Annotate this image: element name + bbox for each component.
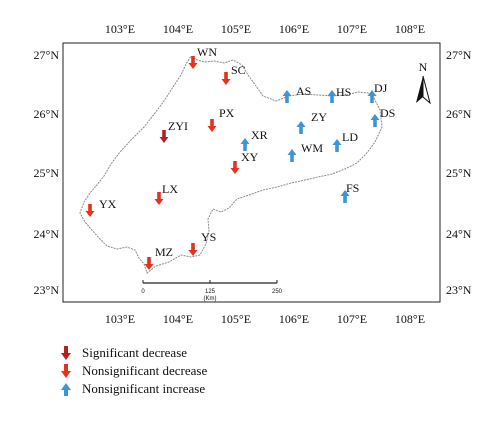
- legend-label-nonsignificant-decrease: Nonsignificant decrease: [82, 363, 208, 378]
- lat-label-right-24: 24°N: [446, 227, 472, 241]
- station-label-wm: WM: [301, 141, 323, 155]
- station-label-hs: HS: [336, 85, 351, 99]
- lon-label-top-103: 103°E: [105, 22, 135, 36]
- lon-label-bottom-104: 104°E: [163, 312, 193, 326]
- station-mz: MZ: [144, 245, 173, 270]
- station-label-lx: LX: [162, 182, 178, 196]
- lat-label-right-25: 25°N: [446, 166, 472, 180]
- station-px: PX: [207, 106, 235, 132]
- station-label-mz: MZ: [155, 245, 173, 259]
- up-arrow-icon: [332, 139, 342, 152]
- down-arrow-icon: [85, 204, 95, 217]
- station-label-zyi: ZYI: [168, 119, 188, 133]
- station-wm: WM: [287, 141, 323, 162]
- station-label-sc: SC: [231, 63, 246, 77]
- lat-label-left-23: 23°N: [34, 283, 60, 297]
- scale-unit: (Km): [204, 296, 217, 302]
- north-arrow-icon: N: [416, 60, 431, 105]
- station-fs: FS: [340, 181, 359, 203]
- down-arrow-icon: [154, 192, 164, 205]
- up-arrow-icon: [327, 90, 337, 103]
- map-frame: [62, 42, 441, 303]
- down-arrow-icon: [159, 130, 169, 143]
- down-arrow-icon: [230, 161, 240, 174]
- station-label-as: AS: [296, 84, 311, 98]
- lon-label-top-106: 106°E: [279, 22, 309, 36]
- down-arrow-icon: [188, 56, 198, 69]
- station-yx: YX: [85, 197, 117, 217]
- station-label-ds: DS: [380, 106, 395, 120]
- down-arrow-icon: [221, 72, 231, 85]
- lon-label-top-107: 107°E: [337, 22, 367, 36]
- lon-label-top-105: 105°E: [221, 22, 251, 36]
- down-arrow-icon: [188, 243, 198, 256]
- station-sc: SC: [221, 63, 246, 85]
- station-zyi: ZYI: [159, 119, 188, 143]
- up-arrow-icon: [296, 121, 306, 134]
- station-label-dj: DJ: [374, 81, 388, 95]
- station-label-yx: YX: [99, 197, 117, 211]
- down-arrow-icon: [144, 257, 154, 270]
- station-label-ld: LD: [342, 130, 358, 144]
- down-arrow-icon: [61, 346, 71, 360]
- lat-label-left-25: 25°N: [34, 166, 60, 180]
- scale-bar: 0 125 250 (Km): [141, 280, 283, 302]
- station-label-fs: FS: [346, 181, 359, 195]
- station-label-xr: XR: [251, 128, 268, 142]
- station-dj: DJ: [367, 81, 388, 103]
- station-zy: ZY: [296, 110, 327, 134]
- legend-label-significant-decrease: Significant decrease: [82, 345, 188, 360]
- lat-label-left-26: 26°N: [34, 107, 60, 121]
- lat-label-left-24: 24°N: [34, 227, 60, 241]
- scale-tick-250: 250: [272, 289, 283, 295]
- lon-label-bottom-107: 107°E: [337, 312, 367, 326]
- scale-tick-0: 0: [141, 289, 145, 295]
- lat-label-right-26: 26°N: [446, 107, 472, 121]
- station-label-zy: ZY: [311, 110, 327, 124]
- station-ys: YS: [188, 230, 216, 256]
- station-ds: DS: [370, 106, 395, 127]
- up-arrow-icon: [367, 90, 377, 103]
- up-arrow-icon: [340, 190, 350, 203]
- station-hs: HS: [327, 85, 351, 103]
- station-ld: LD: [332, 130, 358, 152]
- up-arrow-icon: [240, 138, 250, 151]
- up-arrow-icon: [370, 114, 380, 127]
- station-label-ys: YS: [201, 230, 216, 244]
- station-label-wn: WN: [197, 45, 217, 59]
- up-arrow-icon: [61, 383, 71, 396]
- station-label-px: PX: [219, 106, 235, 120]
- north-label: N: [419, 60, 428, 74]
- station-wn: WN: [188, 45, 217, 69]
- down-arrow-icon: [207, 119, 217, 132]
- lon-label-bottom-105: 105°E: [221, 312, 251, 326]
- lon-label-bottom-103: 103°E: [105, 312, 135, 326]
- up-arrow-icon: [287, 149, 297, 162]
- station-lx: LX: [154, 182, 178, 205]
- down-arrow-icon: [61, 364, 71, 378]
- lat-label-right-27: 27°N: [446, 48, 472, 62]
- station-as: AS: [282, 84, 311, 103]
- station-xy: XY: [230, 150, 259, 174]
- lon-label-top-104: 104°E: [163, 22, 193, 36]
- station-layer: WN SC AS HS DJ DS ZY PX ZYI XR XY WM LD LX FS YX YS MZ: [85, 45, 395, 270]
- up-arrow-icon: [282, 90, 292, 103]
- legend-label-nonsignificant-increase: Nonsignificant increase: [82, 381, 206, 396]
- station-label-xy: XY: [241, 150, 259, 164]
- lat-label-right-23: 23°N: [446, 283, 472, 297]
- scale-tick-125: 125: [205, 289, 216, 295]
- lon-label-top-108: 108°E: [395, 22, 425, 36]
- station-xr: XR: [240, 128, 268, 151]
- lon-label-bottom-106: 106°E: [279, 312, 309, 326]
- lon-label-bottom-108: 108°E: [395, 312, 425, 326]
- lat-label-left-27: 27°N: [34, 48, 60, 62]
- province-boundary: [79, 55, 383, 274]
